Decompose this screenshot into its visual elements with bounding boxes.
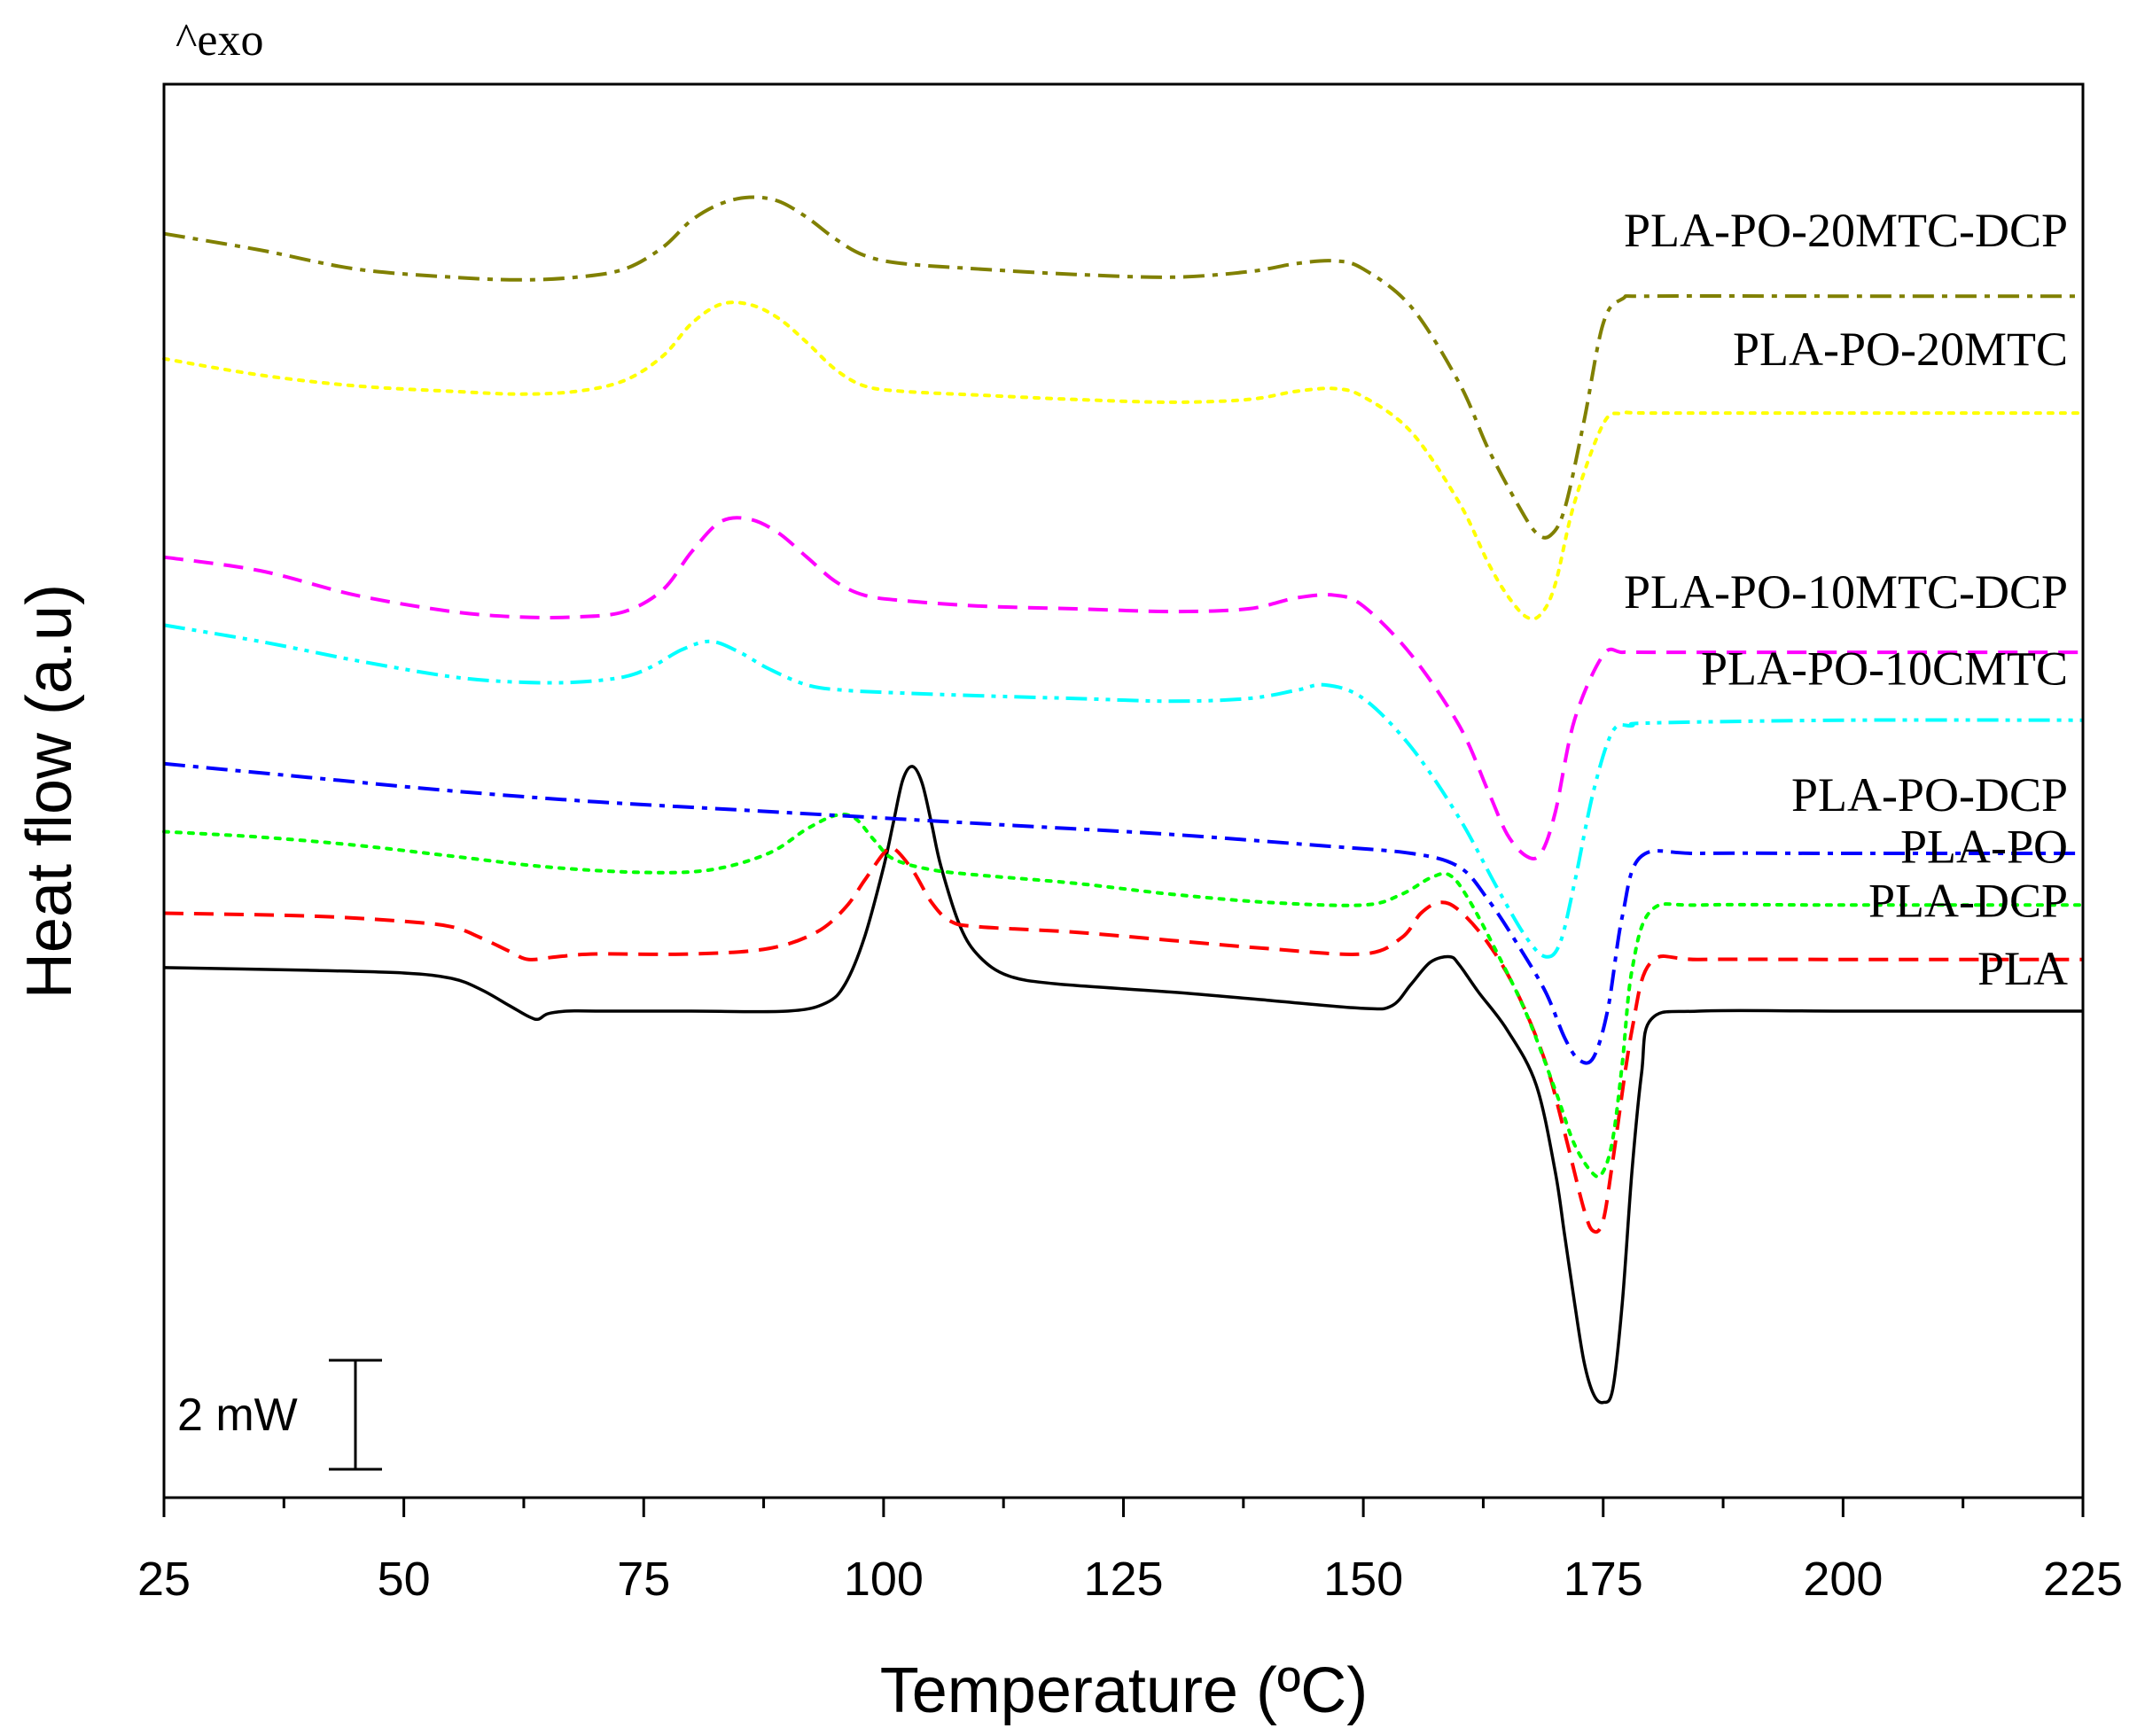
x-tick-label: 25 (137, 1553, 191, 1606)
series-label-pla-po: PLA-PO (1900, 820, 2068, 873)
x-tick-label: 225 (2043, 1553, 2123, 1606)
x-tick-label: 100 (844, 1553, 924, 1606)
series-line-pla (163, 765, 2083, 1405)
series-label-pla-po-20mtc-dcp: PLA-PO-20MTC-DCP (1624, 204, 2068, 257)
x-axis: 25 50 75 100 125 150 175 200 225 (137, 1498, 2123, 1606)
series-label-pla-dcp: PLA-DCP (1868, 875, 2068, 928)
x-tick-label: 125 (1083, 1553, 1163, 1606)
series-line-pla-po-10cmtc (163, 623, 2084, 959)
x-tick-label: 150 (1323, 1553, 1403, 1606)
exo-label: ^exo (175, 15, 263, 66)
series-line-pla-po-20mtc-dcp (163, 195, 2083, 540)
x-tick-label: 175 (1564, 1553, 1643, 1606)
scale-bar: 2 mW (177, 1358, 382, 1471)
curve-labels: PLA-PO-20MTC-DCP PLA-PO-20MTC PLA-PO-10MTC… (1624, 204, 2068, 995)
series-label-pla: PLA (1977, 942, 2068, 995)
series-label-pla-po-20mtc: PLA-PO-20MTC (1733, 323, 2068, 376)
series-label-pla-po-10mtc-dcp: PLA-PO-10MTC-DCP (1624, 565, 2068, 619)
y-axis-title: Heat flow (a.u) (14, 584, 85, 999)
series-line-pla-po (162, 812, 2085, 1179)
series-line-pla-po-20mtc (162, 300, 2085, 621)
series-line-pla-dcp (163, 845, 2083, 1234)
x-axis-title: Temperature (ºC) (880, 1655, 1368, 1726)
series-line-pla-po-dcp (163, 761, 2083, 1065)
scale-bar-label: 2 mW (177, 1390, 298, 1441)
x-tick-label: 50 (378, 1553, 431, 1606)
series-label-pla-po-dcp: PLA-PO-DCP (1791, 768, 2068, 821)
x-tick-label: 200 (1803, 1553, 1883, 1606)
x-tick-label: 75 (617, 1553, 670, 1606)
series-label-pla-po-10cmtc: PLA-PO-10CMTC (1701, 642, 2068, 696)
curves-layer (162, 195, 2085, 1405)
